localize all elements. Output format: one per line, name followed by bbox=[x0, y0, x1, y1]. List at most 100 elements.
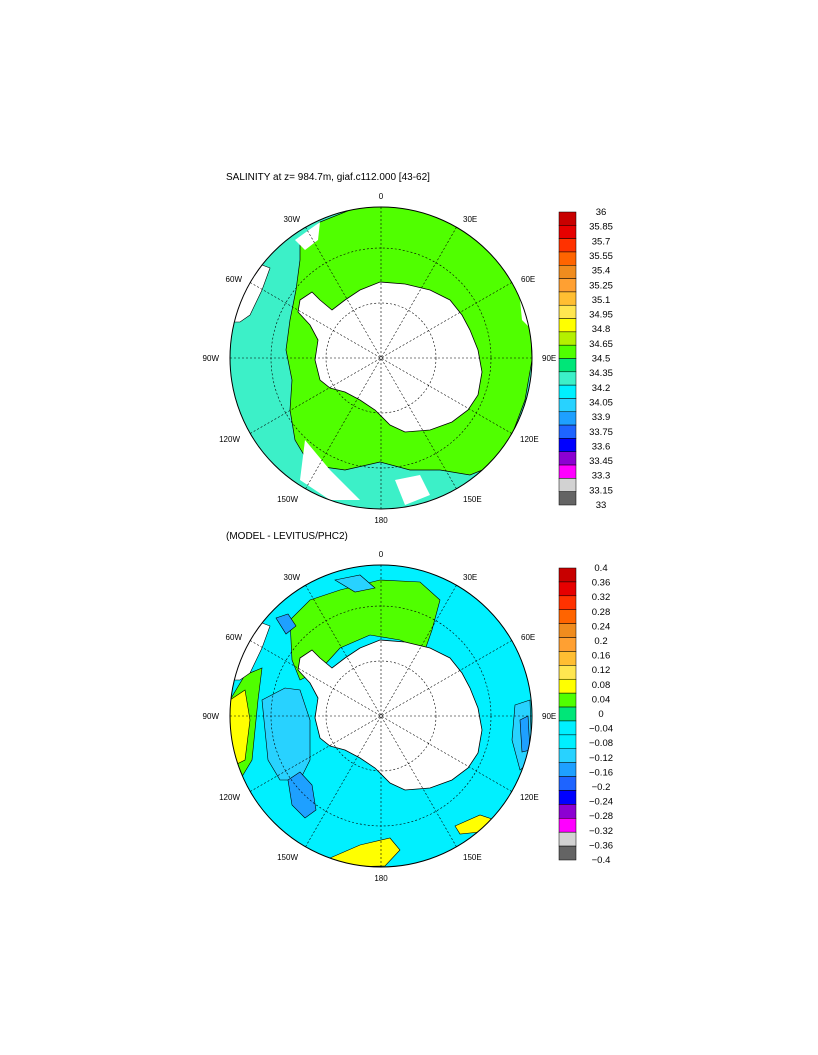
lon-label: 180 bbox=[374, 874, 388, 883]
lon-label: 90E bbox=[542, 354, 556, 363]
salinity-colorbar: 36 35.85 35.7 35.55 35.4 35.25 35.1 34.95 34.8 34… bbox=[558, 207, 613, 511]
colorbar-swatch bbox=[558, 278, 577, 293]
colorbar-swatch bbox=[558, 720, 577, 736]
colorbar-label: 34.2 bbox=[592, 383, 611, 394]
colorbar-swatch bbox=[558, 291, 577, 306]
colorbar-swatch bbox=[558, 692, 577, 708]
colorbar-label: 0.16 bbox=[592, 651, 611, 662]
colorbar-label: 35.7 bbox=[592, 236, 611, 247]
colorbar-label: 33.6 bbox=[592, 441, 611, 452]
colorbar-swatch bbox=[558, 331, 577, 346]
lon-label: 120E bbox=[520, 435, 539, 444]
colorbar-swatch bbox=[558, 637, 577, 652]
diff-light-blue-region bbox=[261, 687, 311, 781]
colorbar-label: 0.04 bbox=[592, 694, 611, 705]
colorbar-swatch bbox=[558, 567, 577, 583]
colorbar-label: 34.05 bbox=[589, 397, 613, 408]
colorbar-swatch bbox=[558, 491, 577, 506]
colorbar-swatch bbox=[558, 251, 577, 266]
colorbar-swatch bbox=[558, 211, 577, 226]
colorbar-swatch bbox=[558, 845, 577, 861]
lon-label: 30E bbox=[463, 573, 477, 582]
antarctica-landmass bbox=[297, 639, 483, 791]
colorbar-swatch bbox=[558, 790, 577, 805]
colorbar-swatch bbox=[558, 225, 577, 239]
colorbar-swatch bbox=[558, 265, 577, 279]
colorbar-swatch bbox=[558, 581, 577, 597]
colorbar-label: −0.32 bbox=[589, 826, 613, 837]
diff-map-border bbox=[229, 564, 533, 868]
lon-label: 60W bbox=[226, 275, 243, 284]
colorbar-swatch bbox=[558, 665, 577, 680]
colorbar-label: 0.32 bbox=[592, 592, 611, 603]
colorbar-label: 34.5 bbox=[592, 354, 611, 365]
colorbar-label: 34.65 bbox=[589, 339, 613, 350]
colorbar-label: 33 bbox=[596, 500, 607, 511]
diff-yellow-region bbox=[329, 837, 401, 867]
colorbar-label: 0.2 bbox=[594, 636, 607, 647]
colorbar-swatch bbox=[558, 678, 577, 694]
colorbar-label: −0.08 bbox=[589, 738, 613, 749]
colorbar-swatch bbox=[558, 371, 577, 386]
lon-label: 30E bbox=[463, 215, 477, 224]
salinity-map-border bbox=[229, 206, 533, 510]
colorbar-swatch bbox=[558, 411, 577, 426]
colorbar-swatch bbox=[558, 831, 577, 847]
colorbar-swatch bbox=[558, 595, 577, 610]
lon-label: 120W bbox=[219, 435, 240, 444]
diff-yellow-region bbox=[230, 689, 251, 766]
salinity-graticule bbox=[230, 207, 532, 509]
white-patch bbox=[395, 475, 430, 505]
lon-label: 150W bbox=[277, 853, 298, 862]
lon-label: 30W bbox=[284, 573, 301, 582]
colorbar-swatch bbox=[558, 478, 577, 492]
diff-light-blue-region bbox=[334, 574, 376, 593]
colorbar-label: 35.55 bbox=[589, 251, 613, 262]
colorbar-label: 0.08 bbox=[592, 680, 611, 691]
colorbar-label: 34.35 bbox=[589, 368, 613, 379]
colorbar-label: 35.25 bbox=[589, 280, 613, 291]
lon-label: 30W bbox=[284, 215, 301, 224]
lon-label: 180 bbox=[374, 516, 388, 525]
lon-label: 90E bbox=[542, 712, 556, 721]
colorbar-label: 34.95 bbox=[589, 310, 613, 321]
colorbar-swatch bbox=[558, 424, 577, 439]
lon-label: 150W bbox=[277, 495, 298, 504]
colorbar-swatch bbox=[558, 762, 577, 777]
colorbar-swatch bbox=[558, 734, 577, 750]
colorbar-label: −0.36 bbox=[589, 840, 613, 851]
colorbar-swatch bbox=[558, 623, 577, 638]
colorbar-label: 33.9 bbox=[592, 412, 611, 423]
colorbar-label: 0 bbox=[598, 709, 603, 720]
lon-label: 60E bbox=[521, 633, 535, 642]
colorbar-label: 0.12 bbox=[592, 665, 611, 676]
colorbar-label: 33.15 bbox=[589, 485, 613, 496]
colorbar-label: −0.2 bbox=[592, 782, 611, 793]
colorbar-swatch bbox=[558, 344, 577, 359]
colorbar-swatch bbox=[558, 464, 577, 479]
lon-label: 150E bbox=[463, 495, 482, 504]
colorbar-label: −0.12 bbox=[589, 753, 613, 764]
colorbar-swatch bbox=[558, 358, 577, 373]
lon-label: 90W bbox=[203, 354, 220, 363]
diff-blue-region bbox=[275, 613, 297, 635]
white-patch bbox=[300, 440, 360, 500]
colorbar-label: −0.24 bbox=[589, 797, 613, 808]
colorbar-label: 0.28 bbox=[592, 607, 611, 618]
lon-label: 0 bbox=[379, 192, 384, 201]
colorbar-swatch bbox=[558, 318, 577, 333]
lon-label: 90W bbox=[203, 712, 220, 721]
colorbar-label: −0.28 bbox=[589, 811, 613, 822]
colorbar-swatch bbox=[558, 818, 577, 833]
colorbar-swatch bbox=[558, 384, 577, 399]
salinity-map: 0 30E 60E 90E 120E 150E 180 150W 120W 90… bbox=[203, 192, 613, 525]
colorbar-label: −0.16 bbox=[589, 767, 613, 778]
top-panel-title: SALINITY at z= 984.7m, giaf.c112.000 [43… bbox=[226, 172, 430, 183]
diff-blue-region bbox=[287, 771, 317, 819]
diff-colorbar: 0.4 0.36 0.32 0.28 0.24 0.2 0.16 0.12 0.08 0.04 0 −… bbox=[558, 563, 613, 866]
diff-graticule bbox=[230, 565, 532, 867]
colorbar-label: 36 bbox=[596, 207, 607, 218]
lon-label: 120W bbox=[219, 793, 240, 802]
colorbar-label: 33.3 bbox=[592, 471, 611, 482]
